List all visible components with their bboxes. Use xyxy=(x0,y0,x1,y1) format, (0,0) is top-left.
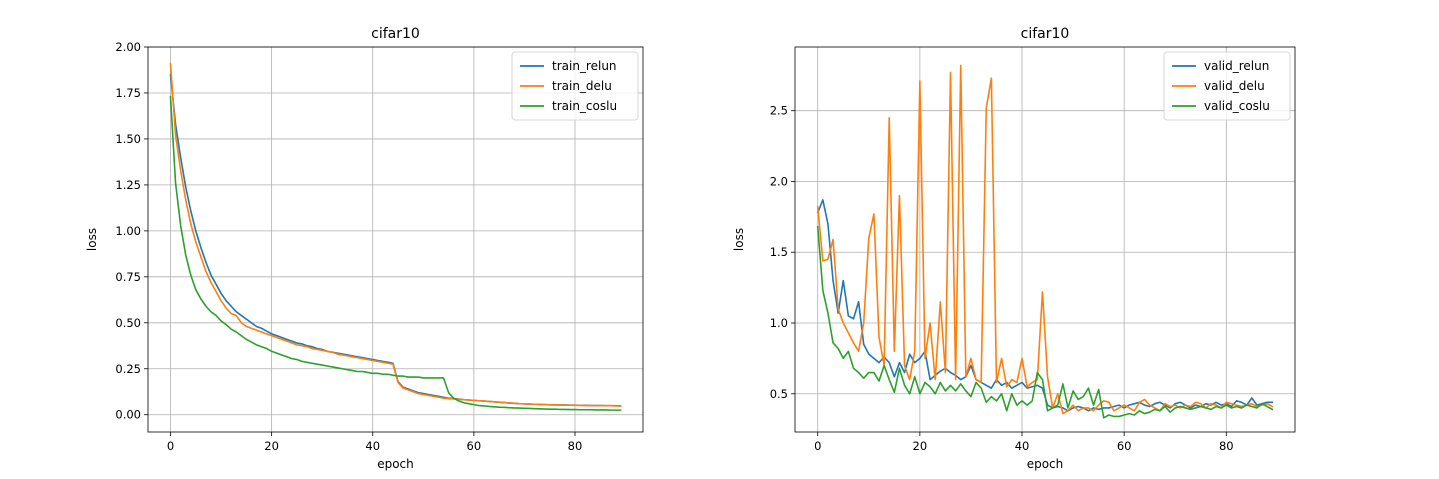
x-tick-label: 60 xyxy=(1117,439,1132,453)
legend-label: valid_delu xyxy=(1204,79,1265,93)
axis-ticks: 0 20 40 60 80 0.00 0.25 0.50 0.75 1.00 1.25 1.50 1.7… xyxy=(115,40,582,453)
y-axis-label: loss xyxy=(85,228,99,251)
train-loss-chart: 0 20 40 60 80 0.00 0.25 0.50 0.75 1.00 1.25 1.50 1.7… xyxy=(85,26,644,471)
x-tick-label: 80 xyxy=(568,439,583,453)
valid-loss-chart: 0 20 40 60 80 0.5 1.0 1.5 2.0 2.5 cifar10 epoch l… xyxy=(732,26,1296,471)
legend-label: train_coslu xyxy=(552,99,617,113)
legend-label: train_relun xyxy=(552,59,617,73)
series-line-valid_coslu xyxy=(816,225,1274,419)
y-tick-label: 1.75 xyxy=(115,86,141,100)
plot-area-frame xyxy=(794,46,1296,433)
legend-label: valid_relun xyxy=(1204,59,1269,73)
x-tick-label: 40 xyxy=(1015,439,1030,453)
x-tick-label: 40 xyxy=(365,439,380,453)
x-axis-label: epoch xyxy=(1027,457,1064,471)
y-tick-label: 2.00 xyxy=(115,40,141,54)
series-line-train_delu xyxy=(169,62,622,407)
legend-box xyxy=(1163,51,1291,121)
legend-label: train_delu xyxy=(552,79,612,93)
series-line-train_relun xyxy=(169,73,622,407)
y-tick-label: 1.5 xyxy=(770,245,788,259)
y-axis-label: loss xyxy=(732,228,746,251)
legend: train_relun train_delu train_coslu xyxy=(511,51,639,121)
y-tick-label: 0.25 xyxy=(115,362,141,376)
axis-ticks: 0 20 40 60 80 0.5 1.0 1.5 2.0 2.5 xyxy=(770,104,1234,453)
x-tick-label: 60 xyxy=(467,439,482,453)
chart-title: cifar10 xyxy=(1021,26,1070,42)
y-tick-label: 1.00 xyxy=(115,224,141,238)
x-tick-label: 80 xyxy=(1219,439,1234,453)
y-tick-label: 1.50 xyxy=(115,132,141,146)
chart-title: cifar10 xyxy=(371,26,420,42)
x-tick-label: 20 xyxy=(913,439,928,453)
x-tick-label: 0 xyxy=(167,439,174,453)
x-axis-label: epoch xyxy=(377,457,414,471)
plot-area-frame xyxy=(147,46,644,433)
x-tick-label: 20 xyxy=(264,439,279,453)
x-tick-label: 0 xyxy=(814,439,821,453)
series-line-valid_delu xyxy=(816,64,1274,415)
plot-lines xyxy=(816,64,1274,419)
series-line-train_coslu xyxy=(169,95,622,411)
y-tick-label: 0.5 xyxy=(770,387,788,401)
y-tick-label: 1.0 xyxy=(770,316,788,330)
legend: valid_relun valid_delu valid_coslu xyxy=(1163,51,1291,121)
y-tick-label: 2.5 xyxy=(770,104,788,118)
y-tick-label: 0.75 xyxy=(115,270,141,284)
legend-box xyxy=(511,51,639,121)
y-tick-label: 2.0 xyxy=(770,174,788,188)
plot-lines xyxy=(169,62,622,411)
y-tick-label: 0.00 xyxy=(115,408,141,422)
y-tick-label: 0.50 xyxy=(115,316,141,330)
legend-label: valid_coslu xyxy=(1204,99,1270,113)
y-tick-label: 1.25 xyxy=(115,178,141,192)
